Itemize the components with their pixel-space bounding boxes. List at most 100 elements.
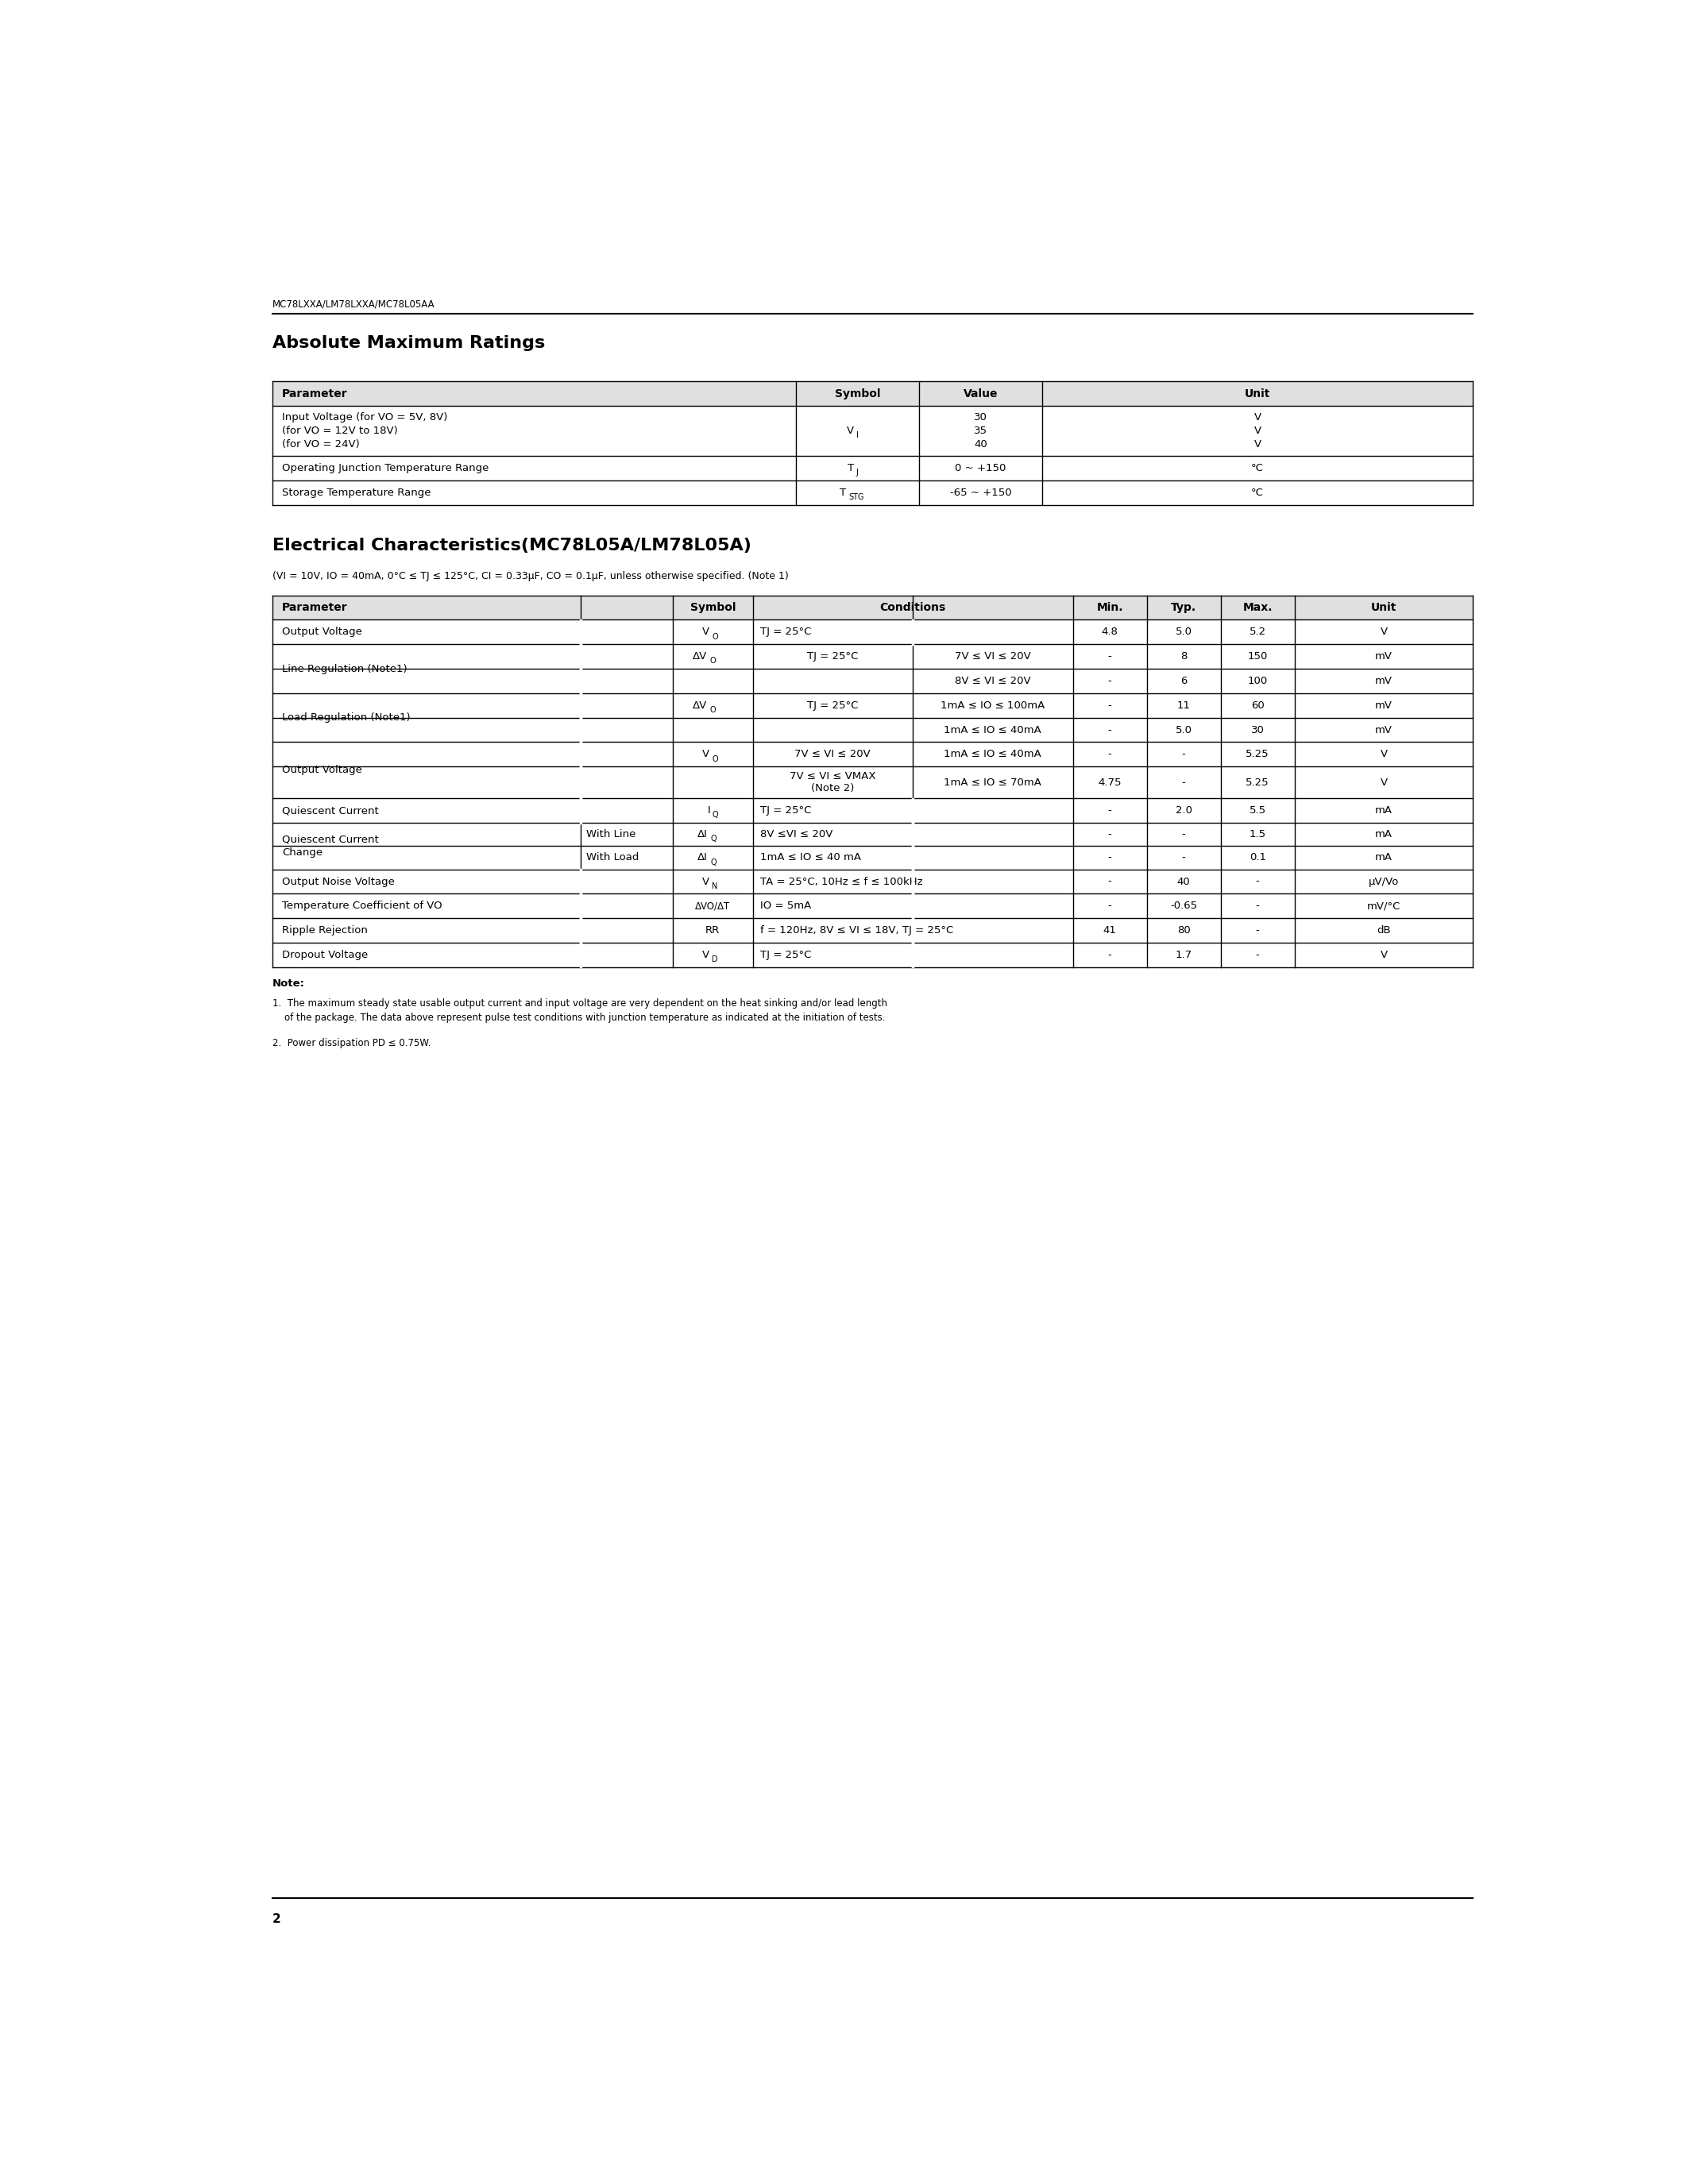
Text: -: - [1107,876,1112,887]
Text: mV: mV [1376,651,1393,662]
Text: Change: Change [282,847,322,858]
Text: Absolute Maximum Ratings: Absolute Maximum Ratings [272,336,545,352]
Text: Unit: Unit [1371,603,1396,614]
Text: V: V [702,627,709,638]
Text: RR: RR [706,926,721,935]
Text: Output Noise Voltage: Output Noise Voltage [282,876,395,887]
Text: 80: 80 [1177,926,1190,935]
Text: I: I [856,432,859,439]
Text: O: O [712,756,717,762]
Text: TJ = 25°C: TJ = 25°C [807,651,859,662]
Text: V: V [702,950,709,961]
Text: ΔI: ΔI [697,852,707,863]
Text: Q: Q [711,858,716,867]
Text: dB: dB [1377,926,1391,935]
Text: Output Voltage: Output Voltage [282,627,361,638]
Text: 41: 41 [1104,926,1116,935]
Text: 7V ≤ VI ≤ 20V: 7V ≤ VI ≤ 20V [795,749,871,760]
Text: -: - [1107,900,1112,911]
Text: N: N [712,882,717,891]
Text: -: - [1107,852,1112,863]
Text: T: T [841,487,846,498]
Text: J: J [856,470,859,476]
Bar [272,596,1474,620]
Text: O: O [709,705,716,714]
Text: Electrical Characteristics(MC78L05A/LM78L05A): Electrical Characteristics(MC78L05A/LM78… [272,537,751,553]
Text: 5.0: 5.0 [1175,627,1192,638]
Text: -: - [1182,852,1185,863]
Text: 30: 30 [1251,725,1264,736]
Text: O: O [709,657,716,666]
Text: 150: 150 [1247,651,1268,662]
Text: T: T [847,463,854,474]
Text: (for VO = 24V): (for VO = 24V) [282,439,360,450]
Text: (Note 2): (Note 2) [812,784,854,793]
Text: °C: °C [1251,487,1264,498]
Text: V: V [702,749,709,760]
Text: Line Regulation (Note1): Line Regulation (Note1) [282,664,407,675]
Text: IO = 5mA: IO = 5mA [760,900,812,911]
Text: Load Regulation (Note1): Load Regulation (Note1) [282,712,410,723]
Text: 5.5: 5.5 [1249,806,1266,817]
Text: Parameter: Parameter [282,389,348,400]
Text: 40: 40 [1177,876,1190,887]
Text: 1mA ≤ IO ≤ 40 mA: 1mA ≤ IO ≤ 40 mA [760,852,861,863]
Text: 1mA ≤ IO ≤ 40mA: 1mA ≤ IO ≤ 40mA [944,749,1041,760]
Text: Conditions: Conditions [879,603,945,614]
Text: TJ = 25°C: TJ = 25°C [807,701,859,710]
Text: 1mA ≤ IO ≤ 70mA: 1mA ≤ IO ≤ 70mA [944,778,1041,788]
Text: -: - [1107,806,1112,817]
Text: 0.1: 0.1 [1249,852,1266,863]
Text: With Line: With Line [586,830,636,839]
Text: MC78LXXA/LM78LXXA/MC78L05AA: MC78LXXA/LM78LXXA/MC78L05AA [272,299,436,310]
Text: O: O [712,633,717,640]
Text: 11: 11 [1177,701,1190,710]
Text: -: - [1107,675,1112,686]
Text: 40: 40 [974,439,987,450]
Text: 8V ≤VI ≤ 20V: 8V ≤VI ≤ 20V [760,830,832,839]
Text: 30: 30 [974,413,987,422]
Text: -: - [1107,830,1112,839]
Text: mV/°C: mV/°C [1367,900,1401,911]
Text: -: - [1107,749,1112,760]
Text: -: - [1256,876,1259,887]
Text: 35: 35 [974,426,987,437]
Text: 1.7: 1.7 [1175,950,1192,961]
Text: ΔV: ΔV [692,701,707,710]
Text: -: - [1256,900,1259,911]
Text: -: - [1182,830,1185,839]
Text: (VI = 10V, IO = 40mA, 0°C ≤ TJ ≤ 125°C, CI = 0.33μF, CO = 0.1μF, unless otherwis: (VI = 10V, IO = 40mA, 0°C ≤ TJ ≤ 125°C, … [272,570,788,581]
Text: mV: mV [1376,675,1393,686]
Text: Storage Temperature Range: Storage Temperature Range [282,487,430,498]
Text: 0 ~ +150: 0 ~ +150 [955,463,1006,474]
Text: mA: mA [1376,806,1393,817]
Text: -: - [1256,950,1259,961]
Text: 2: 2 [272,1913,282,1924]
Text: (for VO = 12V to 18V): (for VO = 12V to 18V) [282,426,398,437]
Text: Parameter: Parameter [282,603,348,614]
Text: TA = 25°C, 10Hz ≤ f ≤ 100kHz: TA = 25°C, 10Hz ≤ f ≤ 100kHz [760,876,923,887]
Text: 7V ≤ VI ≤ 20V: 7V ≤ VI ≤ 20V [955,651,1031,662]
Text: 4.75: 4.75 [1099,778,1121,788]
Text: V: V [1381,778,1388,788]
Text: 5.25: 5.25 [1246,778,1269,788]
Text: V: V [1381,950,1388,961]
Text: 1.5: 1.5 [1249,830,1266,839]
Text: V: V [1254,439,1261,450]
Text: V: V [1254,426,1261,437]
Text: °C: °C [1251,463,1264,474]
Text: Quiescent Current: Quiescent Current [282,834,378,845]
Text: -: - [1107,651,1112,662]
Text: V: V [1381,749,1388,760]
Text: Max.: Max. [1242,603,1273,614]
Text: D: D [712,957,717,963]
Text: Q: Q [711,834,716,843]
Text: Min.: Min. [1097,603,1123,614]
Text: 1mA ≤ IO ≤ 100mA: 1mA ≤ IO ≤ 100mA [940,701,1045,710]
Text: mA: mA [1376,830,1393,839]
Text: Input Voltage (for VO = 5V, 8V): Input Voltage (for VO = 5V, 8V) [282,413,447,422]
Text: 2.0: 2.0 [1175,806,1192,817]
Text: Value: Value [964,389,998,400]
Text: -: - [1182,778,1185,788]
Text: 1.  The maximum steady state usable output current and input voltage are very de: 1. The maximum steady state usable outpu… [272,998,888,1022]
